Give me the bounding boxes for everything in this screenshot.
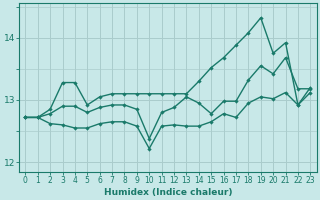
X-axis label: Humidex (Indice chaleur): Humidex (Indice chaleur) bbox=[104, 188, 232, 197]
